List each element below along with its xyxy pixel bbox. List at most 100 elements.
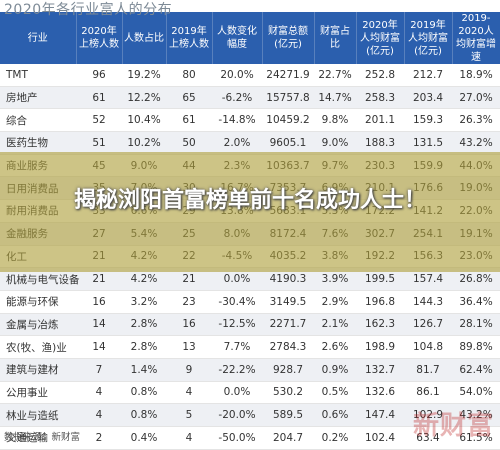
value-cell: 81.7 <box>404 358 452 382</box>
table-row: TMT 96 19.2% 80 20.0% 24271.9 22.7% 252.8 212.7 1… <box>0 64 500 87</box>
value-cell: 9.0% <box>314 131 356 155</box>
value-cell: -12.5% <box>212 313 262 337</box>
value-cell: 27.0% <box>452 86 500 110</box>
value-cell: 2784.3 <box>262 335 314 359</box>
value-cell: 28.1% <box>452 313 500 337</box>
value-cell: 12.2% <box>122 86 166 110</box>
value-cell: 188.3 <box>356 131 404 155</box>
value-cell: 132.7 <box>356 358 404 382</box>
value-cell: 21 <box>76 267 122 291</box>
value-cell: 61 <box>166 108 212 133</box>
value-cell: 86.1 <box>404 381 452 405</box>
value-cell: 22.7% <box>314 64 356 87</box>
column-header: 财富总额(亿元) <box>262 12 315 64</box>
value-cell: 928.7 <box>262 358 314 382</box>
industry-cell: 农(牧、渔)业 <box>0 335 76 359</box>
source-note: 数据来源：新财富 <box>4 432 81 443</box>
watermark-logo: 新财富 <box>412 411 494 441</box>
value-cell: 36.4% <box>452 290 500 314</box>
industry-cell: 金属与冶炼 <box>0 313 76 337</box>
value-cell: 2.9% <box>314 290 356 314</box>
table-header-row: 行业 2020年上榜人数 人数占比 2019年上榜人数 人数变化幅度 财富总额(亿元) 财富… <box>0 12 500 64</box>
column-header: 2019年上榜人数 <box>166 12 213 64</box>
table-row: 农(牧、渔)业 14 2.8% 13 7.7% 2784.3 2.6% 198.9 104.8 8… <box>0 335 500 359</box>
table-row: 金属与冶炼 14 2.8% 16 -12.5% 2271.7 2.1% 162.3 126.7 2… <box>0 313 500 337</box>
column-header: 2020年人均财富(亿元) <box>356 12 405 64</box>
column-header: 2020年上榜人数 <box>76 12 123 64</box>
value-cell: 26.8% <box>452 267 500 291</box>
value-cell: 5 <box>166 403 212 427</box>
value-cell: 203.4 <box>404 86 452 110</box>
value-cell: 7 <box>76 358 122 382</box>
table-row: 房地产 61 12.2% 65 -6.2% 15757.8 14.7% 258.3 203.4 2… <box>0 86 500 110</box>
value-cell: 199.5 <box>356 267 404 291</box>
value-cell: 4.2% <box>122 267 166 291</box>
value-cell: -20.0% <box>212 403 262 427</box>
value-cell: 4 <box>166 426 212 450</box>
value-cell: 4 <box>76 403 122 427</box>
table-row: 能源与环保 16 3.2% 23 -30.4% 3149.5 2.9% 196.8 144.3 3… <box>0 290 500 314</box>
value-cell: 104.8 <box>404 335 452 359</box>
value-cell: 258.3 <box>356 86 404 110</box>
value-cell: 52 <box>76 108 122 133</box>
value-cell: 14 <box>76 313 122 337</box>
value-cell: 10459.2 <box>262 108 314 133</box>
value-cell: 96 <box>76 64 122 87</box>
value-cell: 0.9% <box>314 358 356 382</box>
value-cell: 14 <box>76 335 122 359</box>
value-cell: 21 <box>166 267 212 291</box>
value-cell: 2 <box>76 426 122 450</box>
column-header: 人数变化幅度 <box>212 12 263 64</box>
headline-text: 揭秘浏阳首富榜单前十名成功人士！ <box>73 188 426 213</box>
page-title: 2020年各行业富人的分布 <box>4 2 173 18</box>
value-cell: 0.6% <box>314 403 356 427</box>
value-cell: 204.7 <box>262 426 314 450</box>
value-cell: 50 <box>166 131 212 155</box>
column-header: 财富占比 <box>314 12 357 64</box>
table-row: 医药生物 51 10.2% 50 2.0% 9605.1 9.0% 188.3 131.5 43.… <box>0 131 500 155</box>
value-cell: 0.4% <box>122 426 166 450</box>
value-cell: 212.7 <box>404 64 452 87</box>
value-cell: 2271.7 <box>262 313 314 337</box>
value-cell: 16 <box>166 313 212 337</box>
value-cell: 4190.3 <box>262 267 314 291</box>
industry-cell: TMT <box>0 64 76 87</box>
value-cell: 2.6% <box>314 335 356 359</box>
value-cell: 54.0% <box>452 381 500 405</box>
value-cell: 24271.9 <box>262 64 314 87</box>
industry-cell: 综合 <box>0 108 76 133</box>
value-cell: 51 <box>76 131 122 155</box>
value-cell: 9.8% <box>314 108 356 133</box>
value-cell: -22.2% <box>212 358 262 382</box>
headline-overlay <box>0 152 500 272</box>
column-header: 2019-2020人均财富增速 <box>452 12 500 64</box>
value-cell: 131.5 <box>404 131 452 155</box>
industry-cell: 公用事业 <box>0 381 76 405</box>
value-cell: 0.2% <box>314 426 356 450</box>
table-row: 综合 52 10.4% 61 -14.8% 10459.2 9.8% 201.1 159.3 26… <box>0 108 500 133</box>
value-cell: 80 <box>166 64 212 87</box>
value-cell: 144.3 <box>404 290 452 314</box>
value-cell: 10.2% <box>122 131 166 155</box>
value-cell: 7.7% <box>212 335 262 359</box>
value-cell: 0.0% <box>212 267 262 291</box>
value-cell: 159.3 <box>404 108 452 133</box>
column-header: 行业 <box>0 12 77 64</box>
value-cell: 18.9% <box>452 64 500 87</box>
value-cell: 2.8% <box>122 335 166 359</box>
value-cell: 162.3 <box>356 313 404 337</box>
column-header: 人数占比 <box>122 12 167 64</box>
value-cell: 43.2% <box>452 131 500 155</box>
value-cell: 9 <box>166 358 212 382</box>
value-cell: 2.8% <box>122 313 166 337</box>
industry-cell: 医药生物 <box>0 131 76 155</box>
value-cell: 589.5 <box>262 403 314 427</box>
industry-cell: 建筑与建材 <box>0 358 76 382</box>
value-cell: 9605.1 <box>262 131 314 155</box>
table-row: 林业与造纸 4 0.8% 5 -20.0% 589.5 0.6% 147.4 102.9 43.2… <box>0 403 500 427</box>
value-cell: -14.8% <box>212 108 262 133</box>
value-cell: 3.9% <box>314 267 356 291</box>
value-cell: 43.2% <box>452 403 500 427</box>
value-cell: 62.4% <box>452 358 500 382</box>
value-cell: 126.7 <box>404 313 452 337</box>
